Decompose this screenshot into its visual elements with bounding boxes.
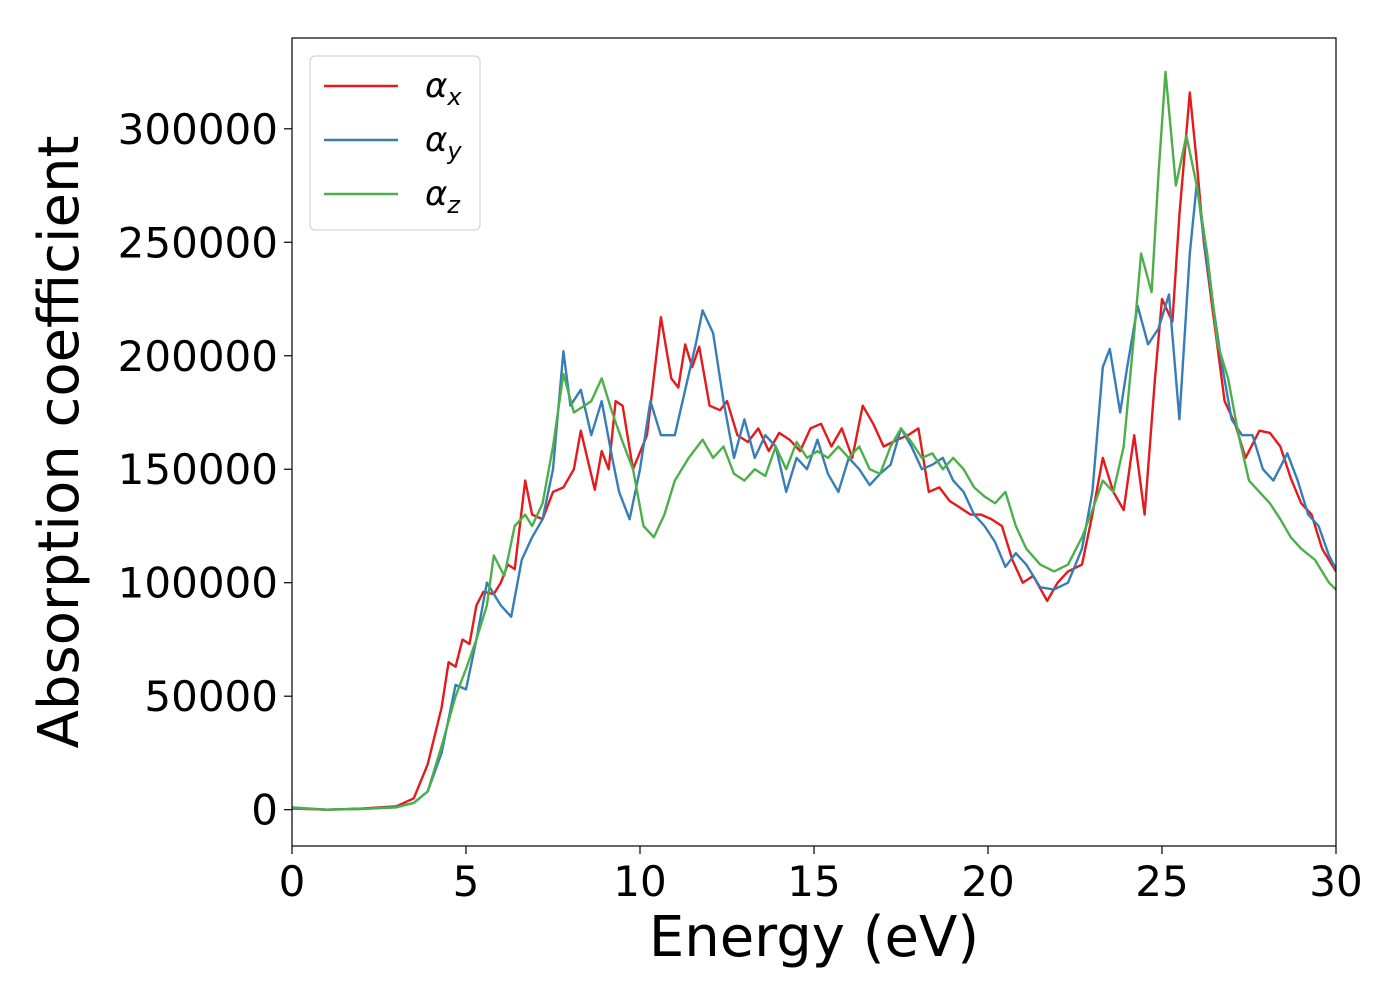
- x-axis: 0 5 10 15 20 25 30: [279, 846, 1363, 906]
- y-axis: 0 50000 100000 150000 200000 250000 300000: [118, 105, 292, 835]
- y-tick-label: 300000: [118, 105, 278, 154]
- legend-box: [309, 55, 481, 231]
- x-tick-label: 5: [453, 857, 480, 906]
- legend-label-z: αz: [425, 174, 461, 219]
- y-tick-label: 150000: [118, 445, 278, 494]
- legend-symbol: α: [425, 66, 447, 106]
- legend-subscript: x: [446, 83, 462, 111]
- x-tick-label: 25: [1135, 857, 1188, 906]
- y-tick-label: 100000: [118, 559, 278, 608]
- series-layer: [292, 70, 1336, 811]
- legend-symbol: α: [425, 120, 447, 160]
- x-tick-label: 10: [613, 857, 666, 906]
- x-tick-label: 20: [961, 857, 1014, 906]
- legend-label-x: αx: [425, 66, 462, 111]
- x-axis-title: Energy (eV): [649, 905, 979, 970]
- legend-subscript: z: [446, 191, 461, 219]
- series-line-y: [292, 182, 1336, 811]
- legend-symbol: α: [425, 174, 447, 214]
- legend-label-y: αy: [425, 120, 462, 165]
- series-line-z: [292, 70, 1336, 811]
- y-tick-label: 200000: [118, 332, 278, 381]
- x-tick-label: 15: [787, 857, 840, 906]
- plot-area: [291, 37, 1337, 847]
- legend-subscript: y: [446, 137, 462, 165]
- y-tick-label: 250000: [118, 218, 278, 267]
- x-tick-label: 30: [1309, 857, 1362, 906]
- y-tick-label: 50000: [144, 672, 278, 721]
- y-tick-label: 0: [251, 786, 278, 835]
- y-axis-title: Absorption coefficient: [27, 136, 92, 749]
- x-tick-label: 0: [279, 857, 306, 906]
